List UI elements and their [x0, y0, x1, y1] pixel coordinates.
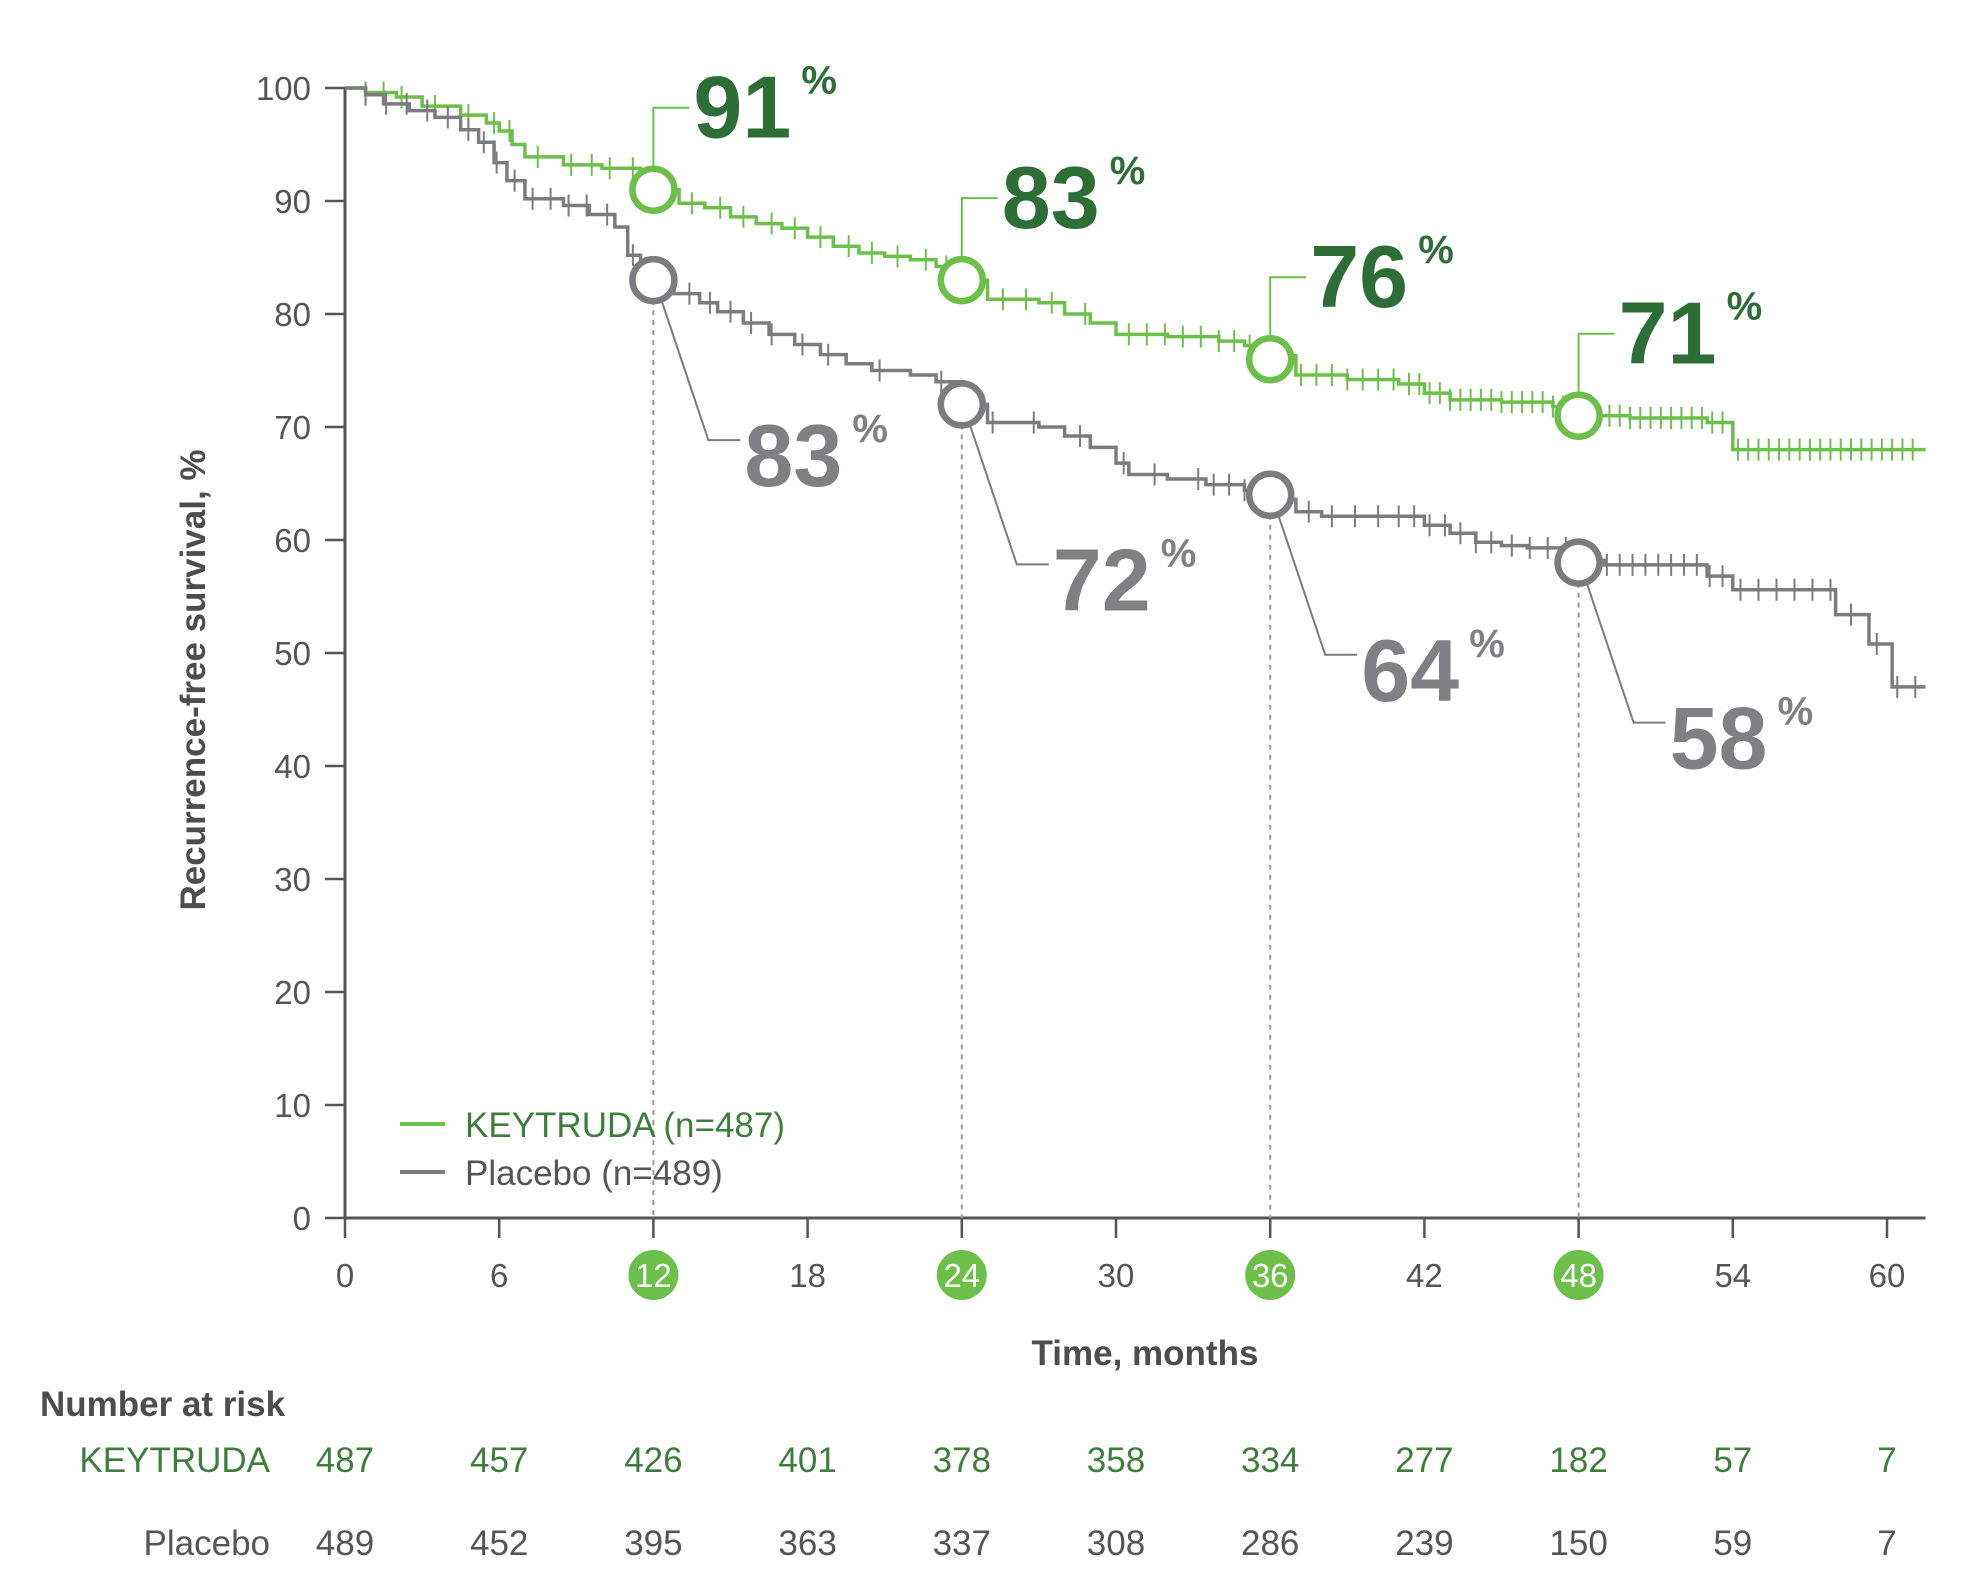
keytruda-rfs-unit: %: [1727, 285, 1763, 329]
risk-value-placebo: 239: [1395, 1524, 1453, 1563]
keytruda-timepoint-marker: [937, 255, 987, 305]
keytruda-timepoint-marker: [1245, 334, 1295, 384]
risk-value-keytruda: 277: [1395, 1441, 1453, 1480]
risk-values: 487 457 426 401 378 358 334 277 182 57 7 489 452 395 3…: [316, 1441, 1897, 1563]
x-tick-label: 36: [1252, 1257, 1289, 1294]
chart-axes: [343, 88, 1926, 1220]
y-tick-label: 30: [274, 861, 311, 898]
keytruda-rfs-value: 91: [693, 58, 791, 157]
keytruda-rfs-value: 83: [1002, 148, 1100, 247]
keytruda-rfs-value: 71: [1619, 284, 1717, 383]
risk-value-placebo: 337: [933, 1524, 991, 1563]
x-tick-label: 18: [789, 1257, 826, 1294]
legend: KEYTRUDA (n=487) Placebo (n=489): [400, 1106, 785, 1193]
placebo-rfs-unit: %: [1161, 531, 1197, 575]
risk-row-label-keytruda: KEYTRUDA: [79, 1441, 270, 1480]
x-tick-label: 6: [490, 1257, 508, 1294]
y-tick-label: 90: [274, 183, 311, 220]
risk-value-placebo: 308: [1087, 1524, 1145, 1563]
placebo-callout-leader: [1585, 582, 1666, 724]
keytruda-callout-leader: [652, 106, 690, 168]
placebo-callout-leader: [660, 299, 741, 442]
y-tick-label: 50: [274, 635, 311, 672]
risk-value-keytruda: 182: [1549, 1441, 1607, 1480]
keytruda-rfs-unit: %: [1110, 149, 1146, 193]
risk-value-keytruda: 57: [1713, 1441, 1752, 1480]
y-axis-title: Recurrence-free survival, %: [174, 449, 213, 910]
keytruda-callout-leader: [960, 197, 998, 259]
risk-value-placebo: 452: [470, 1524, 528, 1563]
x-axis-ticks: 0 6 12 18 24 30 36 42 48 54 60: [336, 1218, 1906, 1300]
placebo-rfs-value: 83: [744, 406, 842, 505]
legend-label-placebo: Placebo (n=489): [465, 1154, 723, 1193]
placebo-rfs-value: 58: [1670, 689, 1768, 788]
x-tick-label: 24: [943, 1257, 980, 1294]
risk-value-placebo: 489: [316, 1524, 374, 1563]
number-at-risk-table: Number at risk KEYTRUDA Placebo 487 457 42…: [40, 1385, 1897, 1563]
legend-label-keytruda: KEYTRUDA (n=487): [465, 1106, 785, 1145]
y-tick-label: 100: [256, 70, 311, 107]
risk-value-keytruda: 334: [1241, 1441, 1299, 1480]
x-tick-highlight-badge: [1553, 1250, 1604, 1300]
placebo-rfs-unit: %: [1469, 622, 1505, 666]
keytruda-timepoint-marker: [629, 165, 678, 214]
placebo-timepoint-marker: [1554, 538, 1603, 587]
risk-value-placebo: 59: [1713, 1524, 1752, 1563]
risk-value-keytruda: 358: [1087, 1441, 1145, 1480]
placebo-rfs-unit: %: [852, 407, 888, 451]
x-tick-label: 42: [1406, 1257, 1443, 1294]
x-tick-label: 60: [1869, 1257, 1906, 1294]
x-tick-highlight-badge: [1245, 1250, 1296, 1300]
placebo-rfs-value: 64: [1361, 621, 1459, 720]
keytruda-rfs-unit: %: [1418, 228, 1454, 272]
y-axis-ticks: 0 10 20 30 40 50 60 70 80 90 100: [256, 70, 345, 1237]
keytruda-rfs-value: 76: [1310, 227, 1408, 326]
x-tick-label: 48: [1560, 1257, 1597, 1294]
y-tick-label: 20: [274, 974, 311, 1011]
timepoint-guides: [652, 280, 1580, 1218]
risk-value-placebo: 150: [1549, 1524, 1607, 1563]
keytruda-callout-leader: [1577, 332, 1615, 394]
placebo-callout-leader: [968, 424, 1049, 566]
keytruda-rfs-unit: %: [801, 59, 837, 103]
risk-value-keytruda: 7: [1877, 1441, 1896, 1480]
placebo-timepoint-marker: [1245, 470, 1295, 520]
placebo-timepoint-marker: [629, 255, 678, 305]
y-tick-label: 70: [274, 409, 311, 446]
risk-value-placebo: 395: [624, 1524, 682, 1563]
callouts: 91 %83 %76 %71 %83 %72 %64 %58%: [629, 58, 1814, 788]
placebo-callout-leader: [1277, 514, 1358, 656]
keytruda-callout-leader: [1269, 276, 1307, 338]
y-tick-label: 10: [274, 1087, 311, 1124]
risk-value-placebo: 286: [1241, 1524, 1299, 1563]
risk-table-title: Number at risk: [40, 1385, 286, 1424]
risk-value-placebo: 363: [778, 1524, 836, 1563]
y-tick-label: 60: [274, 522, 311, 559]
risk-value-keytruda: 426: [624, 1441, 682, 1480]
risk-value-placebo: 7: [1877, 1524, 1896, 1563]
risk-value-keytruda: 487: [316, 1441, 374, 1480]
x-axis-title: Time, months: [1032, 1334, 1259, 1373]
x-tick-highlight-badge: [936, 1250, 987, 1300]
risk-value-keytruda: 457: [470, 1441, 528, 1480]
x-tick-label: 30: [1098, 1257, 1135, 1294]
placebo-timepoint-marker: [937, 380, 987, 429]
y-tick-label: 0: [293, 1200, 311, 1237]
y-tick-label: 80: [274, 296, 311, 333]
x-tick-label: 0: [336, 1257, 354, 1294]
placebo-rfs-value: 72: [1053, 530, 1151, 629]
x-tick-label: 54: [1714, 1257, 1751, 1294]
risk-row-label-placebo: Placebo: [144, 1524, 270, 1563]
keytruda-timepoint-marker: [1554, 391, 1603, 440]
keytruda-curve: [345, 86, 1926, 452]
placebo-rfs-unit: %: [1778, 690, 1814, 734]
risk-value-keytruda: 401: [778, 1441, 836, 1480]
x-tick-highlight-badge: [628, 1250, 679, 1300]
risk-value-keytruda: 378: [933, 1441, 991, 1480]
y-tick-label: 40: [274, 748, 311, 785]
placebo-curve: [345, 86, 1926, 689]
x-tick-label: 12: [635, 1257, 672, 1294]
